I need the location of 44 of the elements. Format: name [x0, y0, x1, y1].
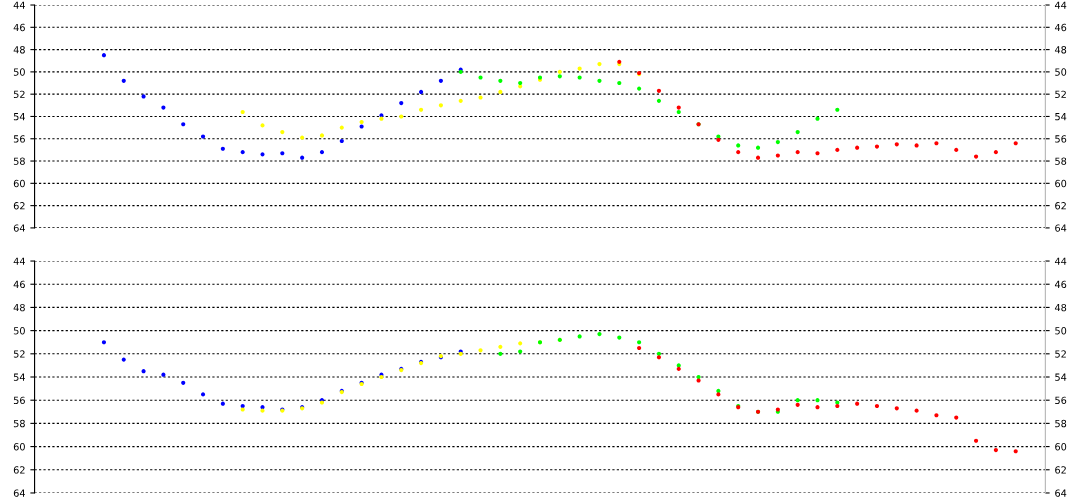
- y2-tick-label: 64: [1055, 224, 1067, 232]
- y-tick-label: 58: [13, 419, 25, 428]
- y-tick-label: 50: [13, 327, 25, 335]
- y-tick-label: 52: [13, 350, 25, 358]
- y2-tick-label: 56: [1055, 396, 1067, 405]
- y-tick-label: 54: [13, 113, 25, 121]
- y-tick-label: 58: [13, 157, 25, 165]
- y2-tick-label: 50: [1055, 68, 1067, 76]
- y2-tick-label: 62: [1055, 466, 1066, 474]
- y2-tick-label: 54: [1055, 113, 1067, 121]
- y2-tick-label: 52: [1055, 350, 1066, 358]
- y2-tick-label: 44: [1054, 257, 1067, 265]
- y2-tick-label: 58: [1055, 419, 1067, 428]
- y-tick-label: 44: [13, 1, 25, 9]
- y-tick-label: 52: [13, 90, 25, 99]
- y2-tick-label: 44: [1054, 1, 1067, 9]
- y2-tick-label: 54: [1055, 373, 1067, 381]
- y-tick-label: 50: [13, 68, 25, 76]
- y-tick-label: 54: [13, 373, 25, 381]
- y-tick-label: 46: [13, 23, 25, 32]
- y-tick-label: 62: [13, 202, 25, 210]
- y2-tick-label: 52: [1055, 90, 1066, 99]
- y-tick-label: 56: [13, 396, 25, 405]
- y2-tick-label: 58: [1055, 157, 1067, 165]
- y2-tick-label: 62: [1055, 202, 1066, 210]
- y-tick-label: 46: [13, 280, 25, 289]
- y2-tick-label: 56: [1055, 135, 1067, 143]
- y-tick-label: 64: [13, 489, 25, 497]
- y2-tick-label: 64: [1055, 489, 1067, 497]
- y2-tick-label: 50: [1055, 327, 1067, 335]
- y2-tick-label: 60: [1055, 443, 1067, 451]
- y-tick-label: 60: [13, 443, 25, 451]
- y-tick-label: 48: [13, 46, 25, 54]
- y-tick-label: 64: [13, 224, 25, 232]
- y-tick-label: 62: [13, 466, 25, 474]
- y2-tick-label: 48: [1054, 46, 1067, 54]
- y2-tick-label: 46: [1054, 23, 1067, 32]
- y2-tick-label: 60: [1055, 179, 1067, 188]
- y2-tick-label: 46: [1054, 280, 1067, 289]
- y-tick-label: 44: [13, 257, 25, 265]
- y-tick-label: 60: [13, 179, 25, 188]
- y-tick-label: 48: [13, 303, 25, 312]
- y-tick-label: 56: [13, 135, 25, 143]
- y2-tick-label: 48: [1054, 303, 1067, 312]
